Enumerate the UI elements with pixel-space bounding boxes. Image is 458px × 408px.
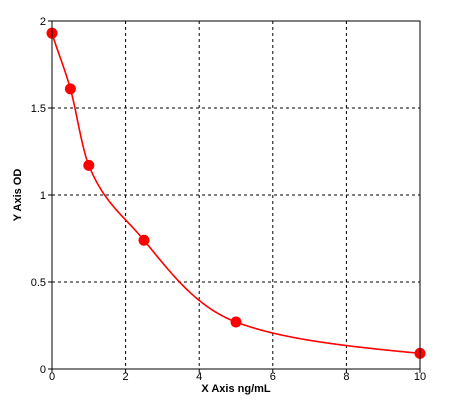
y-axis-ticks: 0 0.5 1 1.5 2 [31, 16, 52, 376]
grid [52, 21, 420, 369]
x-axis-ticks: 0 2 4 6 8 10 [49, 369, 426, 383]
y-tick-label: 2 [40, 16, 46, 28]
x-tick-label: 6 [270, 371, 276, 383]
data-point [230, 316, 242, 328]
data-point [64, 83, 76, 95]
x-tick-label: 2 [123, 371, 129, 383]
y-axis-label: Y Axis OD [12, 169, 24, 222]
x-axis-label: X Axis ng/mL [201, 383, 271, 395]
x-tick-label: 4 [196, 371, 202, 383]
x-tick-label: 10 [414, 371, 426, 383]
data-point [83, 159, 95, 171]
y-tick-label: 0.5 [31, 277, 46, 289]
y-tick-label: 0 [40, 364, 46, 376]
y-tick-label: 1 [40, 190, 46, 202]
x-tick-label: 8 [343, 371, 349, 383]
data-point [138, 234, 150, 246]
y-tick-label: 1.5 [31, 103, 46, 115]
x-tick-label: 0 [49, 371, 55, 383]
